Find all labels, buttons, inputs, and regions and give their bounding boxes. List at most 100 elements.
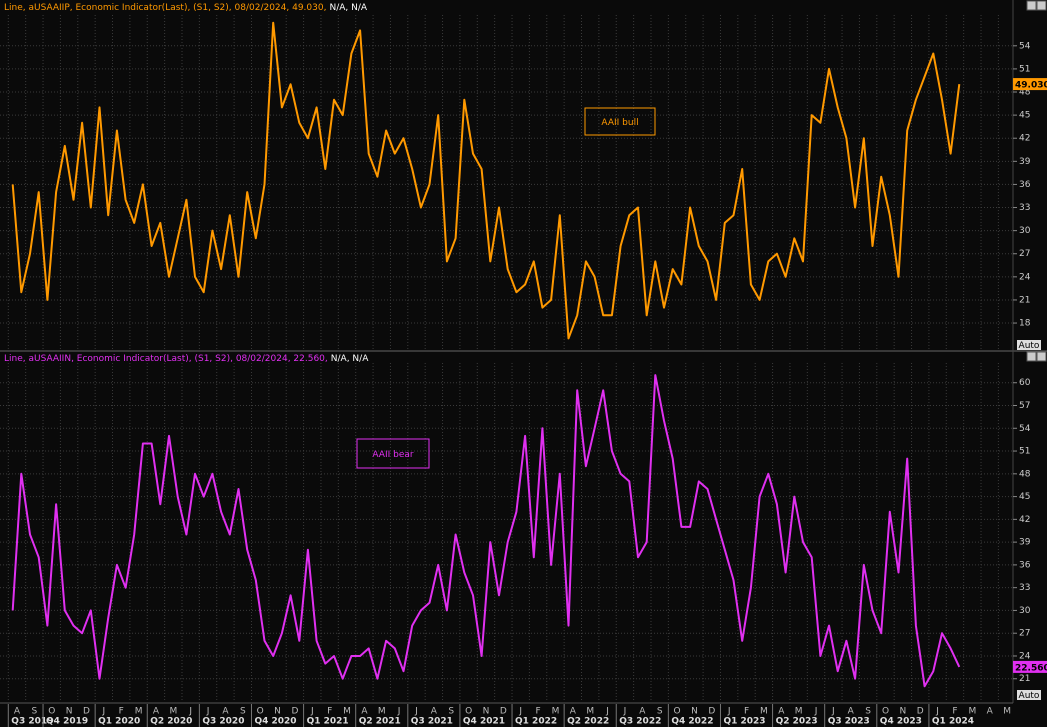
x-tick-label: J [206, 707, 210, 717]
quarter-label: Q1 2021 [307, 717, 349, 727]
x-tick-label: A [361, 707, 368, 717]
y-tick-label: 48 [1019, 469, 1031, 479]
quarter-label: Q4 2021 [463, 717, 505, 727]
quarter-label: Q1 2023 [723, 717, 765, 727]
x-tick-label: F [327, 707, 332, 717]
annotation: AAII bear [372, 450, 413, 460]
quarter-label: Q2 2020 [150, 717, 192, 727]
x-tick-label: A [431, 707, 438, 717]
x-tick-label: M [378, 707, 386, 717]
x-tick-label: J [727, 707, 731, 717]
line [11, 21, 961, 340]
x-tick-label: J [414, 707, 418, 717]
window-button[interactable] [1026, 0, 1037, 11]
x-tick-label: D [500, 707, 507, 717]
x-tick-label: N [483, 707, 490, 717]
x-tick-label: F [744, 707, 749, 717]
quarter-label: Q4 2020 [254, 717, 296, 727]
x-tick-label: N [274, 707, 281, 717]
quarter-label: Q4 2019 [46, 717, 88, 727]
annotation-box [584, 107, 656, 136]
x-tick-label: N [900, 707, 907, 717]
y-tick-label: 33 [1019, 203, 1030, 213]
y-tick-label: 21 [1019, 295, 1030, 305]
x-tick-label: D [708, 707, 715, 717]
x-tick-label: J [831, 707, 835, 717]
scale-button[interactable] [1017, 690, 1041, 700]
quarter-label: Q4 2023 [880, 717, 922, 727]
quarter-label: Q1 2024 [932, 717, 974, 727]
y-tick-label: 45 [1019, 492, 1030, 502]
x-tick-label: J [814, 707, 818, 717]
x-tick-label: M [760, 707, 768, 717]
x-tick-label: D [83, 707, 90, 717]
x-tick-label: J [102, 707, 106, 717]
x-tick-label: A [987, 707, 994, 717]
panel-header: Line, aUSAAIIP, Economic Indicator(Last)… [4, 3, 368, 13]
x-tick-label: M [968, 707, 976, 717]
window-button[interactable] [1036, 351, 1047, 362]
y-tick-label: 42 [1019, 515, 1030, 525]
y-tick-label: 18 [1019, 319, 1031, 329]
y-tick-label: 39 [1019, 538, 1031, 548]
y-tick-label: 21 [1019, 674, 1030, 684]
x-tick-label: M [1003, 707, 1011, 717]
y-tick-label: 30 [1019, 226, 1031, 236]
x-tick-label: J [397, 707, 401, 717]
last-value-tag [1013, 78, 1047, 91]
last-value-label: 49.030 [1015, 81, 1047, 91]
y-tick-label: 24 [1019, 272, 1031, 282]
x-tick-label: O [48, 707, 55, 717]
quarter-label: Q2 2022 [567, 717, 609, 727]
x-tick-label: J [518, 707, 522, 717]
x-tick-label: J [935, 707, 939, 717]
annotation: AAII bull [601, 118, 638, 128]
quarter-label: Q3 2023 [828, 717, 870, 727]
x-tick-label: F [536, 707, 541, 717]
x-tick-label: J [188, 707, 192, 717]
annotation-box [356, 438, 430, 469]
x-tick-label: N [691, 707, 698, 717]
x-tick-label: A [639, 707, 646, 717]
y-tick-label: 51 [1019, 447, 1030, 457]
x-tick-label: S [657, 707, 663, 717]
window-button[interactable] [1026, 351, 1037, 362]
quarter-label: Q4 2022 [671, 717, 713, 727]
quarter-label: Q2 2023 [776, 717, 818, 727]
y-tick-label: 36 [1019, 180, 1031, 190]
x-tick-label: O [465, 707, 472, 717]
y-tick-label: 54 [1019, 41, 1031, 51]
x-tick-label: M [552, 707, 560, 717]
x-tick-label: S [448, 707, 454, 717]
x-tick-label: A [848, 707, 855, 717]
header-text: Line, aUSAAIIN, Economic Indicator(Last)… [4, 354, 328, 364]
quarter-label: Q3 2021 [411, 717, 453, 727]
x-tick-label: M [343, 707, 351, 717]
x-tick-label: A [570, 707, 577, 717]
y-tick-label: 54 [1019, 424, 1031, 434]
scale-label: Auto [1019, 341, 1040, 351]
quarter-label: Q3 2019 [11, 717, 53, 727]
x-tick-label: O [882, 707, 889, 717]
x-tick-label: N [66, 707, 73, 717]
y-tick-label: 57 [1019, 401, 1030, 411]
y-tick-label: 27 [1019, 629, 1030, 639]
quarter-label: Q3 2022 [619, 717, 661, 727]
y-tick-label: 39 [1019, 157, 1031, 167]
last-value-label: 22.560 [1015, 663, 1047, 673]
x-tick-label: M [135, 707, 143, 717]
window-button[interactable] [1036, 0, 1047, 11]
panel-header: Line, aUSAAIIN, Economic Indicator(Last)… [4, 354, 369, 364]
y-tick-label: 60 [1019, 378, 1031, 388]
x-tick-label: F [952, 707, 957, 717]
y-tick-label: 33 [1019, 583, 1030, 593]
x-tick-label: J [623, 707, 627, 717]
x-tick-label: M [169, 707, 177, 717]
y-tick-label: 36 [1019, 560, 1031, 570]
header-extra: N/A, N/A [329, 3, 367, 13]
x-tick-label: M [586, 707, 594, 717]
header-text: Line, aUSAAIIP, Economic Indicator(Last)… [4, 3, 326, 13]
x-tick-label: J [605, 707, 609, 717]
scale-button[interactable] [1017, 340, 1041, 350]
